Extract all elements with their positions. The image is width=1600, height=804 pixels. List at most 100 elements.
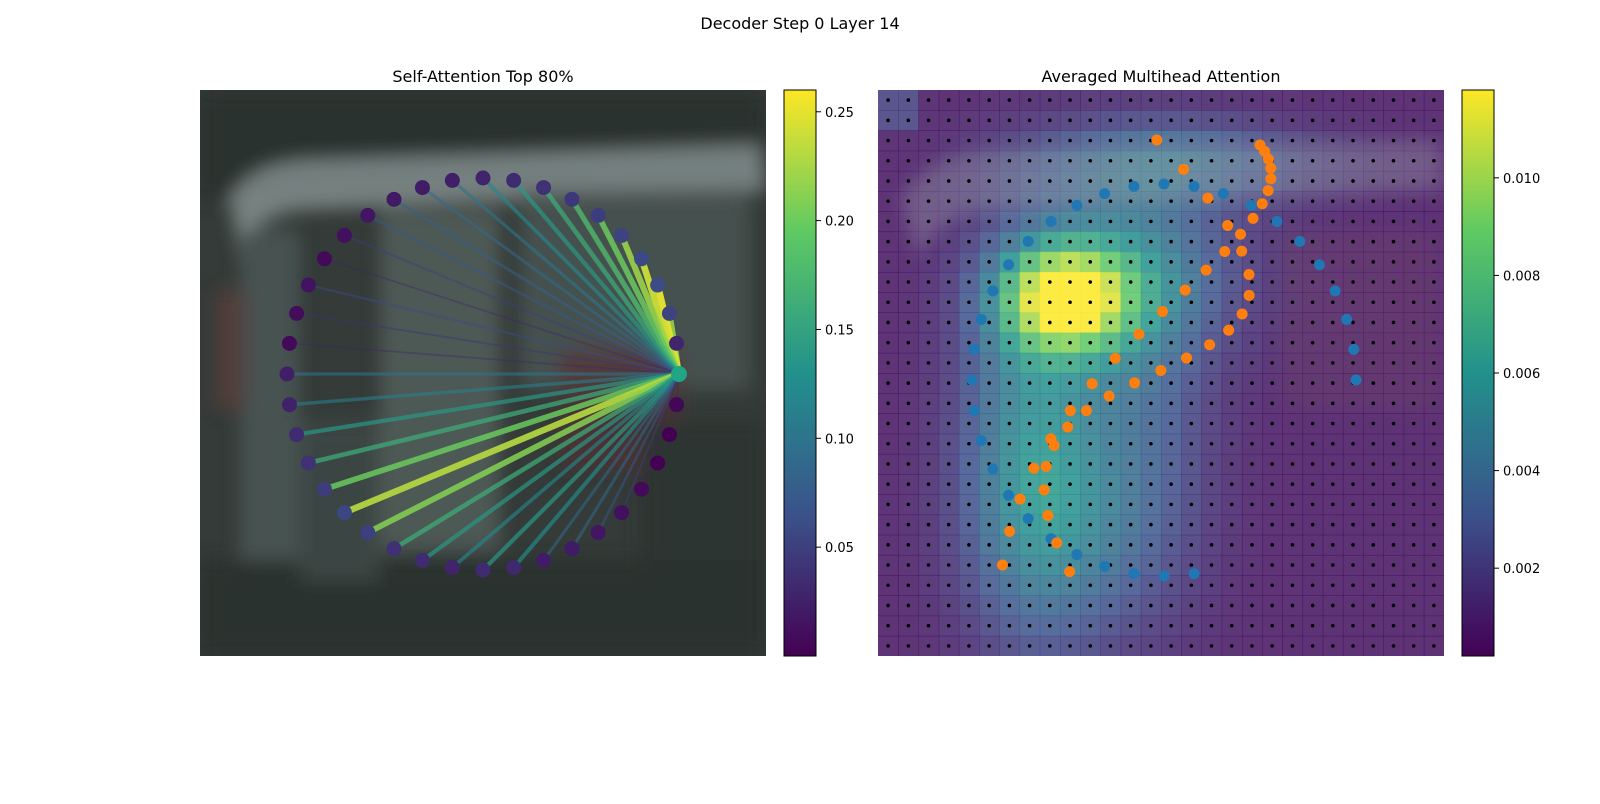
attention-edge (541, 186, 681, 376)
series-point-orange (1265, 173, 1277, 185)
grid-point (987, 381, 991, 385)
grid-point (1391, 320, 1396, 325)
grid-point (1331, 401, 1335, 406)
grid-point (1290, 421, 1295, 426)
grid-point (1149, 522, 1153, 527)
grid-point (1209, 118, 1214, 123)
grid-point (1391, 522, 1396, 527)
attention-edge (421, 186, 680, 376)
attention-node (316, 481, 332, 497)
grid-point (1432, 482, 1436, 486)
grid-point (1391, 260, 1396, 264)
grid-point (1270, 199, 1274, 203)
grid-point (1068, 300, 1072, 305)
grid-point (1068, 239, 1072, 244)
grid-point (946, 401, 951, 406)
grid-point (1088, 543, 1093, 547)
attention-node (590, 207, 606, 223)
grid-point (1007, 603, 1012, 608)
grid-point (1027, 441, 1032, 446)
series-point-orange (1223, 324, 1235, 336)
grid-point (926, 522, 931, 527)
grid-point (946, 340, 951, 345)
grid-point (1209, 522, 1214, 527)
attention-edge (296, 312, 680, 375)
grid-point (1128, 401, 1133, 406)
grid-point (1331, 482, 1335, 486)
grid-point (1189, 158, 1194, 163)
grid-point (1169, 563, 1173, 567)
series-point-blue (975, 313, 987, 325)
grid-point (1290, 239, 1295, 244)
grid-point (1331, 138, 1335, 143)
grid-point (1068, 138, 1072, 143)
grid-point (1371, 522, 1376, 527)
grid-point (1007, 644, 1012, 648)
grid-point (1108, 462, 1113, 466)
grid-point (946, 158, 951, 163)
grid-point (906, 644, 911, 648)
grid-point (1310, 340, 1315, 345)
grid-point (1290, 623, 1295, 628)
series-point-blue (1158, 570, 1170, 582)
grid-point (926, 502, 931, 507)
attention-edge (366, 371, 681, 536)
grid-point (1391, 603, 1396, 608)
attention-edge (640, 373, 680, 490)
series-point-orange (1256, 198, 1268, 210)
grid-point (1270, 320, 1274, 325)
grid-point (1310, 502, 1315, 507)
grid-point (1027, 280, 1032, 284)
grid-point (906, 179, 911, 183)
grid-point (1270, 118, 1274, 123)
grid-point (1088, 644, 1093, 648)
grid-point (1189, 401, 1194, 406)
grid-point (1048, 502, 1052, 507)
point-series (966, 134, 1362, 582)
grid-point (1048, 179, 1052, 183)
grid-point (1270, 98, 1274, 102)
grid-point (987, 603, 991, 608)
grid-point (1229, 320, 1234, 325)
grid-point (1169, 522, 1173, 527)
grid-point (1290, 381, 1295, 385)
grid-point (1411, 441, 1416, 446)
grid-point (987, 138, 991, 143)
grid-point (1391, 340, 1396, 345)
grid-point (1068, 502, 1072, 507)
grid-point (1250, 603, 1254, 608)
attention-node (475, 170, 491, 186)
grid-point (1310, 361, 1315, 365)
grid-point (1189, 340, 1194, 345)
grid-point (1007, 300, 1012, 305)
attention-edge (393, 198, 680, 376)
grid-point (1351, 179, 1355, 183)
grid-point (1088, 138, 1093, 143)
grid-point (1432, 583, 1436, 588)
series-point-orange (1157, 306, 1169, 318)
attention-edge (421, 372, 681, 563)
grid-point (1411, 219, 1416, 224)
grid-point (1290, 219, 1295, 224)
grid-point (1371, 502, 1376, 507)
grid-point (1007, 361, 1012, 365)
grid-point (1149, 583, 1153, 588)
grid-point (1229, 138, 1234, 143)
grid-point (1149, 543, 1153, 547)
grid-point (1088, 482, 1093, 486)
grid-point (906, 118, 911, 123)
grid-point (1007, 462, 1012, 466)
grid-point (1189, 98, 1194, 102)
grid-point (1048, 98, 1052, 102)
grid-point (886, 381, 890, 385)
grid-point (1209, 239, 1214, 244)
grid-point (1128, 340, 1133, 345)
grid-point (1310, 543, 1315, 547)
grid-point (967, 300, 971, 305)
grid-point (1209, 138, 1214, 143)
grid-point (926, 300, 931, 305)
grid-point (1391, 623, 1396, 628)
grid-point (1149, 381, 1153, 385)
colorbar-tick-label: 0.002 (1503, 562, 1540, 577)
grid-point (1310, 300, 1315, 305)
